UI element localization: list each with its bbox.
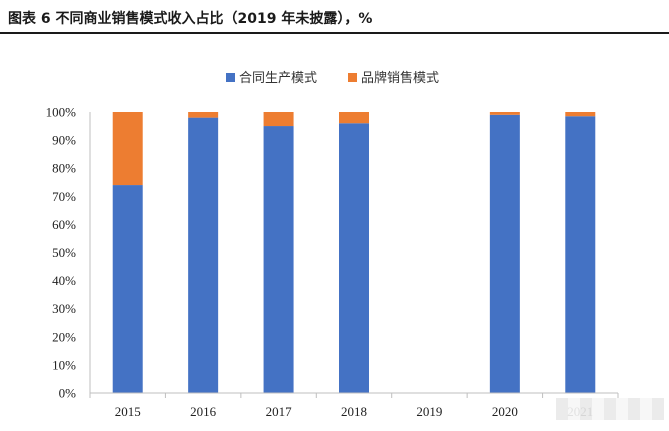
x-tick-label: 2016 (190, 404, 217, 419)
legend: 合同生产模式 品牌销售模式 (226, 70, 439, 86)
bar-2016-series-2 (188, 112, 219, 118)
chart-title: 图表 6 不同商业销售模式收入占比（2019 年未披露），% (8, 11, 373, 27)
y-tick-label: 50% (52, 245, 76, 260)
bar-2018-series-1 (339, 123, 369, 394)
legend-swatch-2 (348, 73, 357, 82)
legend-label-1: 合同生产模式 (239, 71, 317, 86)
bar-2017-series-1 (263, 126, 294, 394)
y-tick-label: 20% (52, 329, 76, 344)
legend-swatch-1 (226, 73, 235, 82)
y-tick-label: 100% (46, 105, 77, 120)
bar-2015-series-1 (112, 185, 143, 393)
x-tick-label: 2017 (266, 404, 293, 419)
y-axis: 0% 10% 20% 30% 40% 50% 60% 70% 80% 90% 100% (46, 105, 91, 401)
bar-2020-series-2 (489, 112, 520, 115)
bar-2021-series-2 (565, 112, 596, 117)
y-tick-label: 0% (59, 386, 77, 401)
bar-2018-series-2 (339, 112, 369, 124)
y-tick-label: 70% (52, 189, 76, 204)
bar-2017-series-2 (263, 112, 294, 127)
y-tick-label: 30% (52, 301, 76, 316)
title-rule (0, 32, 669, 34)
y-tick-label: 80% (52, 161, 76, 176)
bar-2016-series-1 (188, 117, 219, 394)
y-tick-label: 90% (52, 133, 76, 148)
bars (112, 112, 596, 394)
x-axis: 2015201620172018201920202021 (89, 392, 619, 419)
bar-2015-series-2 (112, 112, 143, 186)
watermark-blur (556, 398, 664, 420)
y-tick-label: 60% (52, 217, 76, 232)
bar-2020-series-1 (489, 114, 520, 393)
x-tick-label: 2015 (115, 404, 141, 419)
x-tick-label: 2018 (341, 404, 367, 419)
x-tick-label: 2020 (492, 404, 518, 419)
y-tick-label: 40% (52, 273, 76, 288)
bar-2021-series-1 (565, 116, 596, 393)
x-tick-label: 2019 (416, 404, 442, 419)
y-tick-label: 10% (52, 357, 76, 372)
legend-label-2: 品牌销售模式 (361, 70, 439, 86)
